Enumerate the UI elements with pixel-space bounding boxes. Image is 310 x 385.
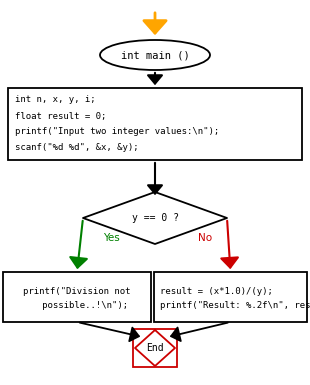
Text: End: End: [146, 343, 164, 353]
Text: int main (): int main (): [121, 50, 189, 60]
Text: printf("Result: %.2f\n", result);: printf("Result: %.2f\n", result);: [160, 301, 310, 310]
Text: float result = 0;: float result = 0;: [15, 112, 106, 121]
FancyBboxPatch shape: [133, 329, 177, 367]
Text: printf("Division not: printf("Division not: [23, 288, 131, 296]
Text: possible..!\n");: possible..!\n");: [26, 301, 128, 310]
Text: result = (x*1.0)/(y);: result = (x*1.0)/(y);: [160, 288, 273, 296]
Text: y == 0 ?: y == 0 ?: [131, 213, 179, 223]
Text: Yes: Yes: [103, 233, 119, 243]
Text: No: No: [198, 233, 212, 243]
Text: scanf("%d %d", &x, &y);: scanf("%d %d", &x, &y);: [15, 144, 139, 152]
Text: printf("Input two integer values:\n");: printf("Input two integer values:\n");: [15, 127, 219, 137]
Text: int n, x, y, i;: int n, x, y, i;: [15, 95, 95, 104]
